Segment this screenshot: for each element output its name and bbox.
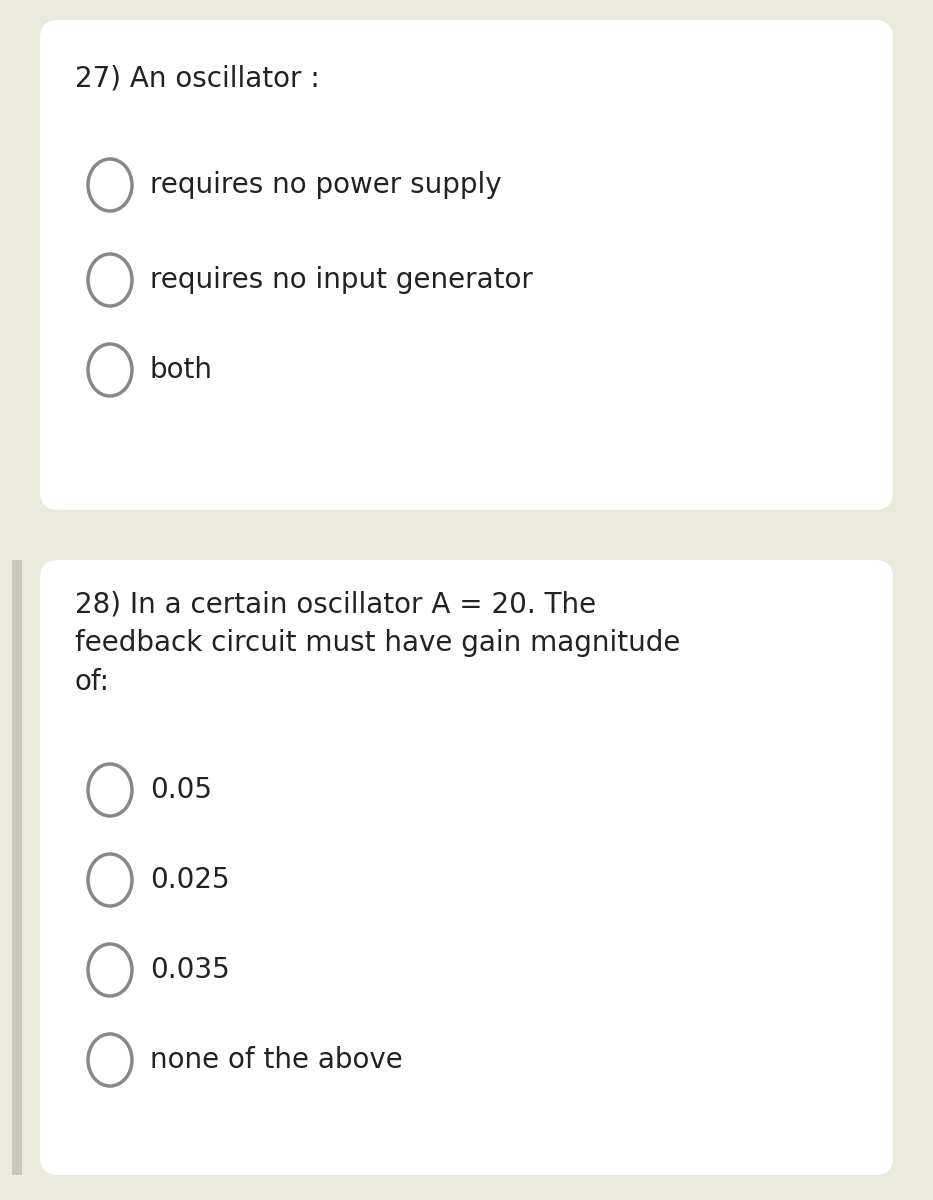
Bar <box>12 560 22 1175</box>
FancyBboxPatch shape <box>40 20 893 510</box>
Text: 27) An oscillator :: 27) An oscillator : <box>75 65 320 92</box>
Text: 28) In a certain oscillator A = 20. The
feedback circuit must have gain magnitud: 28) In a certain oscillator A = 20. The … <box>75 590 680 696</box>
Text: 0.035: 0.035 <box>150 956 230 984</box>
Text: both: both <box>150 356 213 384</box>
Text: requires no power supply: requires no power supply <box>150 170 502 199</box>
Text: 0.025: 0.025 <box>150 866 230 894</box>
Text: 0.05: 0.05 <box>150 776 212 804</box>
Text: none of the above: none of the above <box>150 1046 403 1074</box>
Text: requires no input generator: requires no input generator <box>150 266 533 294</box>
FancyBboxPatch shape <box>40 560 893 1175</box>
